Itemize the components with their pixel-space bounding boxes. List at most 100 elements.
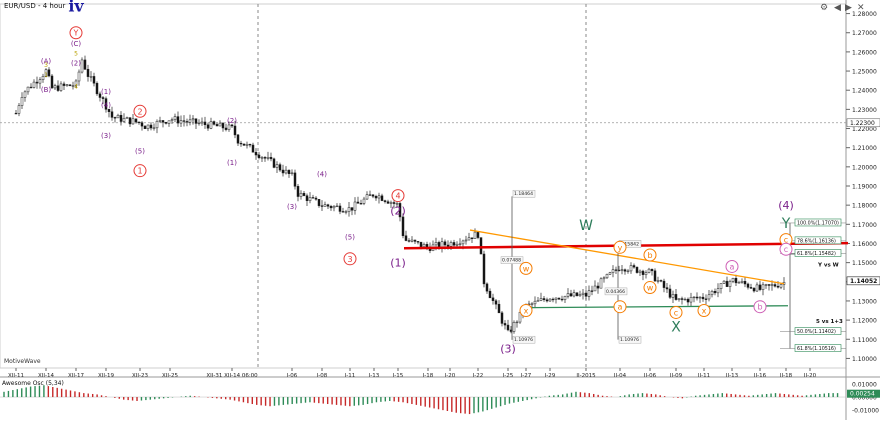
candle-body (443, 241, 447, 246)
candle-body (764, 284, 768, 286)
measure-label: 0.04366 (606, 289, 625, 295)
wave-label: (4) (778, 199, 794, 212)
candle-body (221, 122, 225, 129)
wave-label: (4) (317, 170, 327, 178)
oscillator-tick-label: 0.01000 (852, 381, 877, 388)
x-tick-label: I-15 (393, 373, 404, 379)
candle-body (569, 293, 573, 297)
wave-label: (3) (101, 132, 111, 140)
wave-label: 1 (44, 72, 48, 79)
last-price-label: 1.14052 (850, 278, 877, 285)
candle-body (395, 203, 399, 205)
candle-body (227, 124, 231, 130)
candle-body (584, 292, 588, 297)
candle-body (473, 231, 477, 240)
settings-icon[interactable]: ⚙ (820, 3, 829, 13)
candle-body (287, 169, 291, 174)
wave-label: c (784, 236, 788, 245)
candle-body (635, 266, 639, 273)
x-tick-label: II-06 (644, 373, 657, 379)
close-icon[interactable]: ✕ (857, 3, 865, 13)
candle-body (662, 280, 666, 288)
candle-body (680, 298, 684, 300)
y-tick-label: 1.11000 (852, 337, 877, 344)
candle-body (122, 118, 126, 122)
candle-body (638, 270, 642, 273)
wave-label-circle (133, 164, 147, 178)
candle-body (26, 86, 30, 93)
candle-body (593, 285, 597, 292)
oscillator-value-tag (847, 389, 880, 398)
measure-label: 1.10976 (514, 337, 533, 343)
candle-body (620, 269, 624, 271)
navigate-right-icon[interactable]: ▶ (845, 3, 852, 13)
wave-label: (1) (101, 88, 111, 96)
candle-body (677, 298, 681, 300)
candle-body (335, 205, 339, 208)
candle-body (665, 287, 669, 290)
wave-label: X (671, 320, 681, 336)
candle-body (320, 205, 324, 207)
wave-label-circle (779, 242, 793, 256)
candle-body (641, 270, 645, 275)
candle-body (386, 201, 390, 204)
support-line (531, 305, 789, 309)
y-tick-label: 1.13000 (852, 298, 877, 305)
candle-body (50, 75, 54, 89)
wave-label: 3 (44, 62, 48, 69)
candle-body (212, 121, 216, 125)
candle-body (83, 59, 87, 70)
candle-body (542, 298, 546, 300)
candle-body (89, 76, 93, 78)
x-tick-label: XII-19 (98, 373, 114, 379)
x-tick-label: XII-31 XII-14 06:00 (206, 373, 258, 379)
candle-body (476, 231, 480, 238)
wave-label: (2) (71, 59, 81, 67)
wave-label: (4) (101, 101, 111, 109)
measure-box (604, 287, 628, 296)
candle-body (59, 83, 63, 91)
candle-body (239, 142, 243, 145)
candle-body (107, 109, 111, 112)
candle-body (218, 122, 222, 127)
wave-label-circle (391, 189, 405, 203)
wave-label: (3) (500, 343, 516, 356)
candle-body (62, 83, 66, 86)
wave-label: b (647, 251, 652, 260)
x-tick-label: II-11 (698, 373, 710, 379)
x-tick-label: II-18 (780, 373, 793, 379)
candle-body (173, 116, 177, 120)
x-tick-label: I-11 (345, 373, 356, 379)
candle-body (137, 121, 141, 124)
wave-label: (C) (71, 40, 82, 48)
wave-label-circle (697, 304, 711, 318)
candle-body (179, 120, 183, 124)
candle-body (725, 280, 729, 287)
candle-body (464, 239, 468, 242)
candle-body (704, 298, 708, 300)
candle-body (155, 121, 159, 129)
measure-label: 1.10976 (620, 337, 639, 343)
wave-label: (3) (287, 203, 297, 211)
fib-level-label: 78.6%(1.16136) (797, 238, 836, 244)
candle-body (530, 303, 534, 305)
candle-body (770, 284, 774, 286)
wave-label-circle (643, 281, 657, 295)
candle-body (302, 192, 306, 196)
candle-body (152, 127, 156, 129)
candle-body (689, 297, 693, 303)
measure-box (618, 335, 642, 344)
y-tick-label: 1.16000 (852, 241, 877, 248)
candle-body (563, 295, 567, 300)
candle-body (779, 284, 783, 288)
navigate-left-icon[interactable]: ◀ (834, 3, 841, 13)
y-tick-label: 1.20000 (852, 164, 877, 171)
fib-level-box (794, 327, 842, 335)
candle-body (356, 201, 360, 204)
candle-body (119, 114, 123, 122)
candle-body (392, 202, 396, 204)
wave-label: 1 (137, 167, 142, 176)
candle-body (272, 158, 276, 168)
x-tick-label: II-20 (804, 373, 817, 379)
